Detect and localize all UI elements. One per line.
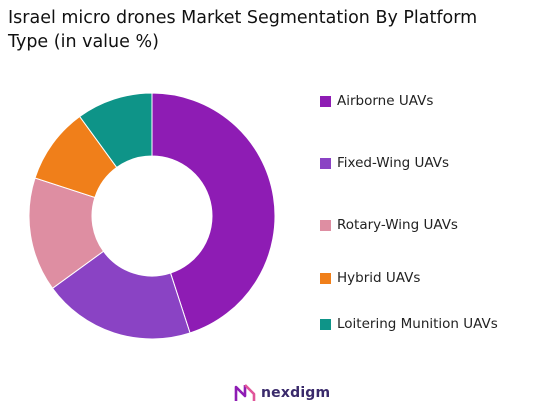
legend-swatch bbox=[320, 157, 331, 169]
legend-item-loitering-munition-uavs: Loitering Munition UAVs bbox=[320, 316, 498, 332]
legend-item-hybrid-uavs: Hybrid UAVs bbox=[320, 270, 420, 286]
legend-label: Fixed-Wing UAVs bbox=[337, 155, 450, 171]
legend-item-rotary-wing-uavs: Rotary-Wing UAVs bbox=[320, 217, 458, 233]
legend-swatch bbox=[320, 219, 331, 231]
chart-title-line-2: Type (in value %) bbox=[8, 32, 159, 52]
legend-swatch bbox=[320, 272, 331, 284]
nexdigm-logo: nexdigm bbox=[234, 383, 330, 403]
legend-label: Airborne UAVs bbox=[337, 93, 434, 109]
legend-item-fixed-wing-uavs: Fixed-Wing UAVs bbox=[320, 155, 449, 171]
donut-slice-fixed-wing-uavs bbox=[51, 250, 191, 340]
legend-swatch bbox=[320, 95, 331, 107]
legend-label: Rotary-Wing UAVs bbox=[337, 217, 458, 233]
donut-slice-loitering-munition-uavs bbox=[79, 92, 153, 169]
chart-title-line-1: Israel micro drones Market Segmentation … bbox=[8, 8, 478, 28]
legend-label: Hybrid UAVs bbox=[337, 270, 421, 286]
nexdigm-logo-icon bbox=[234, 384, 256, 401]
legend-label: Loitering Munition UAVs bbox=[337, 316, 498, 332]
legend-item-airborne-uavs: Airborne UAVs bbox=[320, 93, 433, 109]
legend-swatch bbox=[320, 318, 331, 330]
chart-title: Israel micro drones Market Segmentation … bbox=[8, 6, 548, 54]
logo-text: nexdigm bbox=[261, 385, 331, 401]
donut-slice-airborne-uavs bbox=[151, 92, 276, 334]
